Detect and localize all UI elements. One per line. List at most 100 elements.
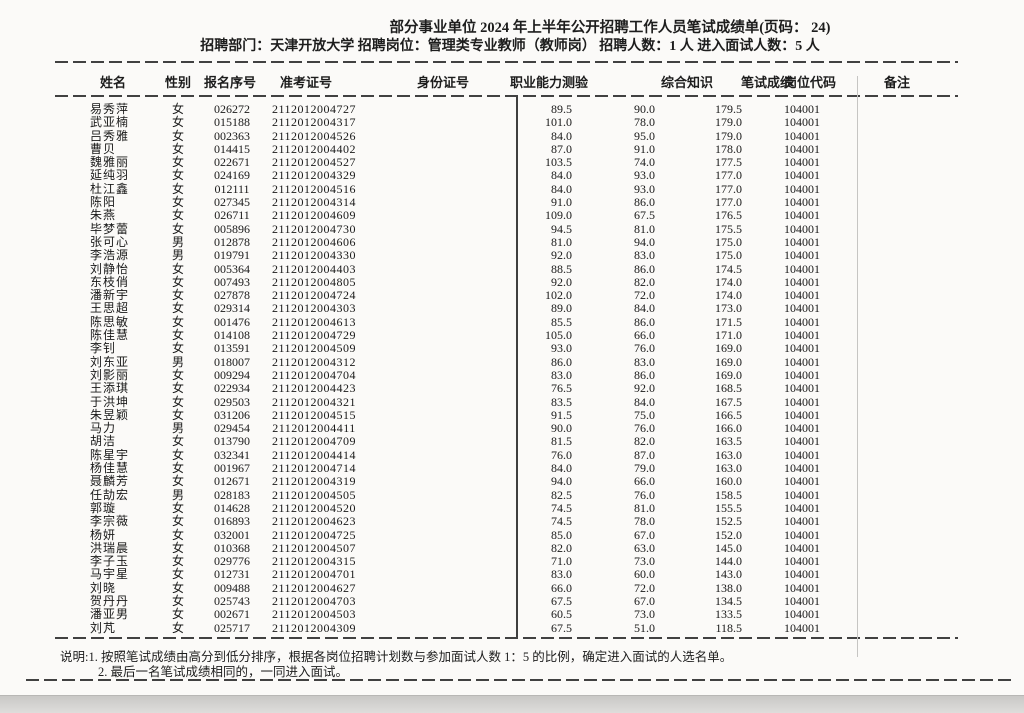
cell-reg_no: 026711 bbox=[214, 208, 250, 223]
cell-position_code: 104001 bbox=[784, 474, 820, 489]
cell-ability_score: 92.0 bbox=[551, 274, 572, 289]
cell-gender: 女 bbox=[171, 102, 184, 116]
cell-written_total: 169.0 bbox=[715, 341, 742, 356]
cell-knowledge_score: 67.0 bbox=[634, 593, 655, 608]
cell-knowledge_score: 60.0 bbox=[634, 567, 655, 582]
cell-written_total: 177.0 bbox=[715, 181, 742, 196]
cell-ticket_no: 2112012004312 bbox=[271, 354, 357, 369]
cell-ability_score: 84.0 bbox=[551, 168, 572, 183]
col-header-reg-no: 报名序号 bbox=[203, 75, 256, 90]
cell-gender: 女 bbox=[171, 407, 184, 422]
cell-ticket_no: 2112012004319 bbox=[271, 474, 357, 489]
cell-position_code: 104001 bbox=[784, 620, 820, 635]
table-row: 陈佳慧 女 014108 2112012004729 105.0 66.0 171.0 104… bbox=[0, 328, 1024, 342]
cell-name: 郭璇 bbox=[90, 500, 117, 515]
table-row: 张可心 男 012878 2112012004606 81.0 94.0 175.0 1040… bbox=[0, 234, 1024, 249]
cell-ticket_no: 2112012004727 bbox=[271, 102, 357, 116]
cell-written_total: 163.5 bbox=[715, 434, 742, 449]
cell-position_code: 104001 bbox=[784, 554, 820, 569]
cell-gender: 女 bbox=[171, 314, 184, 329]
cell-name: 吕秀雅 bbox=[90, 128, 130, 143]
cell-gender: 女 bbox=[171, 128, 184, 143]
cell-written_total: 169.0 bbox=[715, 367, 742, 382]
table-row: 郭璇 女 014628 2112012004520 74.5 81.0 155.5 10400… bbox=[0, 500, 1024, 515]
cell-ability_score: 83.0 bbox=[551, 567, 572, 582]
recruitment-info: 招聘部门：天津开放大学 招聘岗位：管理类专业教师（教师岗） 招聘人数：1 人 进… bbox=[200, 39, 820, 54]
cell-reg_no: 009294 bbox=[214, 367, 250, 382]
cell-knowledge_score: 75.0 bbox=[634, 407, 655, 422]
table-row: 刘静怡 女 005364 2112012004403 88.5 86.0 174.5 1040… bbox=[0, 261, 1024, 276]
cell-knowledge_score: 86.0 bbox=[634, 261, 655, 276]
header-separator-line bbox=[55, 95, 958, 97]
cell-name: 朱燕 bbox=[90, 208, 117, 223]
cell-ticket_no: 2112012004321 bbox=[271, 394, 357, 409]
cell-position_code: 104001 bbox=[784, 314, 820, 329]
cell-gender: 男 bbox=[171, 248, 184, 263]
table-row: 马宇星 女 012731 2112012004701 83.0 60.0 143.0 1040… bbox=[0, 567, 1024, 582]
table-row: 潘亚男 女 002671 2112012004503 60.5 73.0 133.5 1040… bbox=[0, 607, 1024, 622]
cell-gender: 女 bbox=[171, 447, 184, 462]
table-row: 刘东亚 男 018007 2112012004312 86.0 83.0 169.0 1040… bbox=[0, 354, 1024, 369]
cell-ability_score: 92.0 bbox=[551, 248, 572, 263]
table-bottom-border bbox=[55, 637, 958, 639]
cell-ticket_no: 2112012004527 bbox=[271, 155, 357, 170]
cell-position_code: 104001 bbox=[784, 221, 820, 236]
cell-ticket_no: 2112012004714 bbox=[271, 461, 357, 476]
cell-written_total: 175.0 bbox=[715, 234, 742, 249]
cell-gender: 女 bbox=[171, 221, 184, 236]
cell-written_total: 169.0 bbox=[715, 354, 742, 369]
cell-gender: 女 bbox=[171, 261, 184, 276]
cell-position_code: 104001 bbox=[784, 421, 820, 436]
cell-knowledge_score: 79.0 bbox=[634, 461, 655, 476]
cell-ability_score: 88.5 bbox=[551, 261, 572, 276]
cell-ability_score: 74.5 bbox=[551, 500, 572, 515]
cell-written_total: 176.5 bbox=[715, 208, 742, 223]
cell-reg_no: 010368 bbox=[214, 540, 250, 555]
cell-ticket_no: 2112012004411 bbox=[272, 421, 356, 436]
col-header-position-code: 岗位代码 bbox=[783, 75, 836, 90]
cell-ability_score: 94.0 bbox=[551, 474, 572, 489]
cell-knowledge_score: 82.0 bbox=[634, 274, 655, 289]
cell-name: 杜江鑫 bbox=[90, 181, 130, 196]
cell-gender: 女 bbox=[171, 115, 184, 130]
cell-position_code: 104001 bbox=[784, 168, 820, 183]
table-row: 李宗薇 女 016893 2112012004623 74.5 78.0 152.5 1040… bbox=[0, 514, 1024, 529]
cell-ticket_no: 2112012004314 bbox=[271, 195, 357, 210]
cell-ability_score: 94.5 bbox=[551, 221, 572, 236]
cell-reg_no: 026272 bbox=[214, 102, 250, 116]
cell-ticket_no: 2112012004329 bbox=[271, 168, 357, 183]
cell-reg_no: 015188 bbox=[214, 115, 250, 130]
table-row: 武亚楠 女 015188 2112012004317 101.0 78.0 179.0 104… bbox=[0, 115, 1024, 130]
cell-knowledge_score: 76.0 bbox=[634, 487, 655, 502]
table-row: 洪瑞晨 女 010368 2112012004507 82.0 63.0 145.0 1040… bbox=[0, 540, 1024, 555]
cell-knowledge_score: 93.0 bbox=[634, 168, 655, 183]
cell-ticket_no: 2112012004709 bbox=[271, 434, 357, 449]
cell-ability_score: 60.5 bbox=[551, 607, 572, 622]
cell-gender: 女 bbox=[171, 301, 184, 316]
col-header-ability-score: 职业能力测验 bbox=[509, 75, 588, 90]
cell-gender: 女 bbox=[171, 474, 184, 489]
cell-reg_no: 013790 bbox=[214, 434, 250, 449]
cell-written_total: 152.5 bbox=[715, 514, 742, 529]
cell-name: 胡洁 bbox=[90, 434, 117, 449]
cell-reg_no: 012731 bbox=[214, 567, 250, 582]
cell-name: 杨妍 bbox=[90, 527, 117, 542]
cell-name: 刘静怡 bbox=[90, 261, 130, 276]
cell-name: 李宗薇 bbox=[90, 514, 130, 529]
cell-reg_no: 014415 bbox=[214, 141, 250, 156]
cell-knowledge_score: 66.0 bbox=[634, 474, 655, 489]
table-row: 刘影丽 女 009294 2112012004704 83.0 86.0 169.0 1040… bbox=[0, 367, 1024, 382]
page-title: 部分事业单位 2024 年上半年公开招聘工作人员笔试成绩单(页码： 24) bbox=[389, 20, 831, 36]
cell-ability_score: 82.5 bbox=[551, 487, 572, 502]
cell-knowledge_score: 83.0 bbox=[634, 354, 655, 369]
cell-name: 易秀萍 bbox=[90, 102, 130, 116]
cell-ticket_no: 2112012004730 bbox=[271, 221, 357, 236]
cell-ticket_no: 2112012004507 bbox=[271, 540, 357, 555]
cell-gender: 女 bbox=[171, 341, 184, 356]
cell-reg_no: 009488 bbox=[214, 580, 250, 595]
cell-name: 刘芃 bbox=[90, 620, 117, 635]
scanner-edge-shadow bbox=[0, 695, 1024, 713]
cell-name: 陈阳 bbox=[90, 195, 117, 210]
cell-reg_no: 022671 bbox=[214, 155, 250, 170]
table-row: 贺丹丹 女 025743 2112012004703 67.5 67.0 134.5 1040… bbox=[0, 593, 1024, 608]
